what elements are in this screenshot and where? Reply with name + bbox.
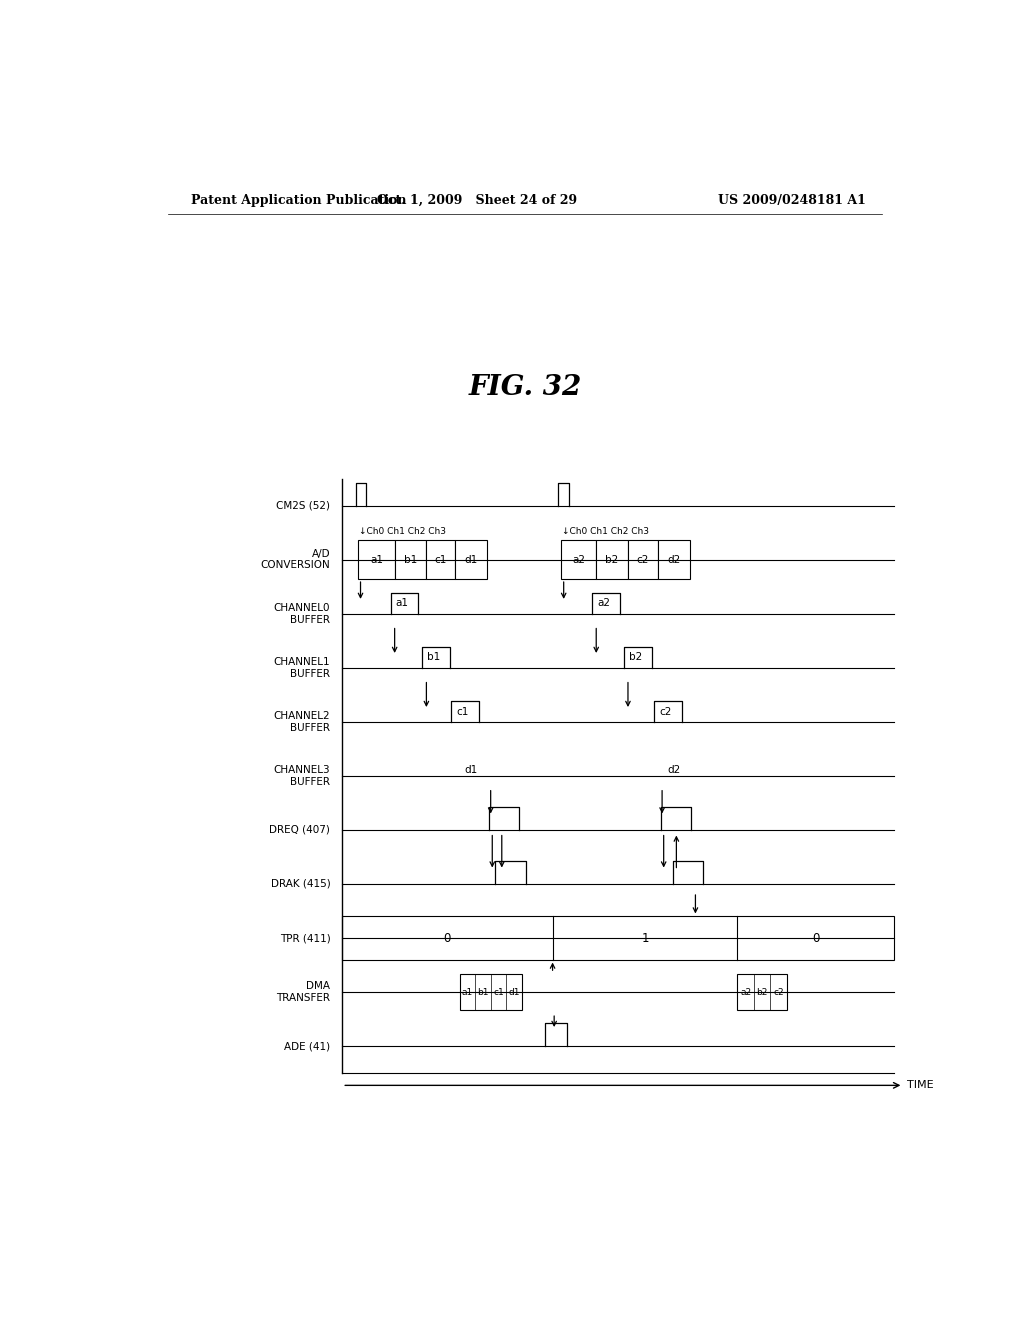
Text: c2: c2 — [773, 987, 783, 997]
Text: 1: 1 — [641, 932, 649, 945]
Text: c1: c1 — [493, 987, 504, 997]
Text: CM2S (52): CM2S (52) — [276, 500, 331, 511]
Text: d2: d2 — [668, 766, 681, 775]
Text: DMA
TRANSFER: DMA TRANSFER — [276, 981, 331, 1003]
Bar — [658, 540, 690, 579]
Text: TPR (411): TPR (411) — [280, 933, 331, 942]
Text: 0: 0 — [812, 932, 819, 945]
Bar — [342, 916, 894, 960]
Text: a2: a2 — [572, 554, 586, 565]
Text: c1: c1 — [457, 706, 469, 717]
Text: b1: b1 — [403, 554, 417, 565]
Text: Patent Application Publication: Patent Application Publication — [191, 194, 407, 207]
Bar — [596, 540, 628, 579]
Text: TIME: TIME — [907, 1080, 934, 1090]
Text: a1: a1 — [395, 598, 409, 609]
Bar — [455, 540, 486, 579]
Text: c1: c1 — [434, 554, 446, 565]
Bar — [460, 974, 521, 1010]
Text: 0: 0 — [443, 932, 452, 945]
Text: b2: b2 — [757, 987, 768, 997]
Bar — [394, 540, 426, 579]
Text: d1: d1 — [464, 766, 477, 775]
Text: Oct. 1, 2009   Sheet 24 of 29: Oct. 1, 2009 Sheet 24 of 29 — [377, 194, 578, 207]
Text: a2: a2 — [740, 987, 752, 997]
Text: CHANNEL2
BUFFER: CHANNEL2 BUFFER — [273, 711, 331, 733]
Bar — [737, 974, 786, 1010]
Text: b1: b1 — [427, 652, 440, 663]
Bar — [628, 540, 658, 579]
Text: CHANNEL0
BUFFER: CHANNEL0 BUFFER — [273, 603, 331, 624]
Text: US 2009/0248181 A1: US 2009/0248181 A1 — [718, 194, 866, 207]
Text: b2: b2 — [605, 554, 618, 565]
Bar — [561, 540, 596, 579]
Text: ↓Ch0 Ch1 Ch2 Ch3: ↓Ch0 Ch1 Ch2 Ch3 — [562, 527, 649, 536]
Text: d1: d1 — [508, 987, 519, 997]
Text: ADE (41): ADE (41) — [285, 1041, 331, 1051]
Text: DRAK (415): DRAK (415) — [270, 879, 331, 888]
Text: d1: d1 — [464, 554, 477, 565]
Text: ↓Ch0 Ch1 Ch2 Ch3: ↓Ch0 Ch1 Ch2 Ch3 — [359, 527, 445, 536]
Text: a1: a1 — [462, 987, 473, 997]
Text: CHANNEL3
BUFFER: CHANNEL3 BUFFER — [273, 766, 331, 787]
Text: CHANNEL1
BUFFER: CHANNEL1 BUFFER — [273, 657, 331, 678]
Text: FIG. 32: FIG. 32 — [468, 374, 582, 400]
Text: c2: c2 — [659, 706, 672, 717]
Bar — [358, 540, 394, 579]
Text: a1: a1 — [370, 554, 383, 565]
Text: b2: b2 — [629, 652, 642, 663]
Text: DREQ (407): DREQ (407) — [269, 825, 331, 836]
Text: A/D
CONVERSION: A/D CONVERSION — [261, 549, 331, 570]
Bar — [426, 540, 455, 579]
Text: a2: a2 — [597, 598, 610, 609]
Text: c2: c2 — [637, 554, 649, 565]
Text: b1: b1 — [477, 987, 488, 997]
Text: d2: d2 — [668, 554, 681, 565]
